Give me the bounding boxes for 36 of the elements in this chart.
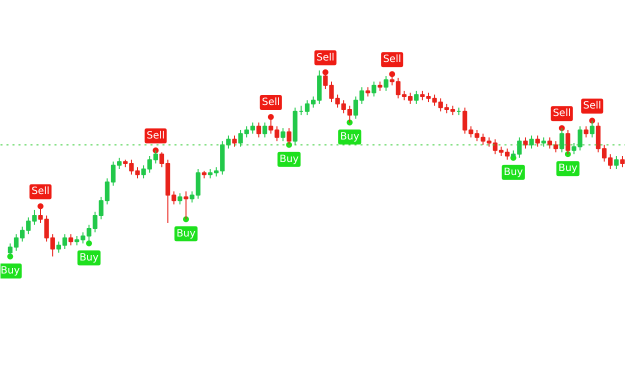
text: Sell bbox=[552, 108, 571, 120]
point bbox=[268, 114, 274, 120]
candlestick bbox=[68, 234, 74, 246]
text: Buy bbox=[79, 252, 99, 264]
candlestick bbox=[178, 192, 182, 205]
text: Sell bbox=[383, 54, 402, 66]
candlestick bbox=[384, 76, 388, 92]
text: Buy bbox=[176, 228, 196, 240]
candlestick bbox=[523, 136, 528, 150]
candlestick bbox=[584, 126, 588, 138]
text: Sell bbox=[583, 100, 602, 112]
candlestick bbox=[366, 86, 370, 97]
candlestick bbox=[280, 128, 286, 142]
candlestick bbox=[620, 156, 625, 168]
candlestick bbox=[226, 135, 231, 150]
candlestick bbox=[414, 90, 419, 104]
candlestick bbox=[378, 81, 382, 92]
candlestick bbox=[614, 156, 619, 170]
text: Buy bbox=[0, 265, 20, 276]
text: Buy bbox=[558, 163, 578, 174]
text: Buy bbox=[340, 132, 360, 143]
text: Sell bbox=[146, 130, 165, 142]
candlestick bbox=[541, 136, 546, 148]
text: Buy bbox=[279, 154, 299, 165]
candlestick bbox=[529, 135, 534, 150]
text: Sell bbox=[31, 186, 50, 198]
candlestick bbox=[232, 135, 237, 148]
candlestick bbox=[535, 135, 540, 148]
candlestick bbox=[256, 122, 262, 138]
candlestick bbox=[547, 136, 552, 150]
candlestick bbox=[262, 122, 268, 138]
text: Sell bbox=[262, 96, 280, 108]
series-label: Sell bbox=[316, 52, 334, 64]
series-label: Buy bbox=[504, 166, 523, 178]
candlestick bbox=[553, 140, 558, 153]
candlestick bbox=[372, 81, 376, 97]
